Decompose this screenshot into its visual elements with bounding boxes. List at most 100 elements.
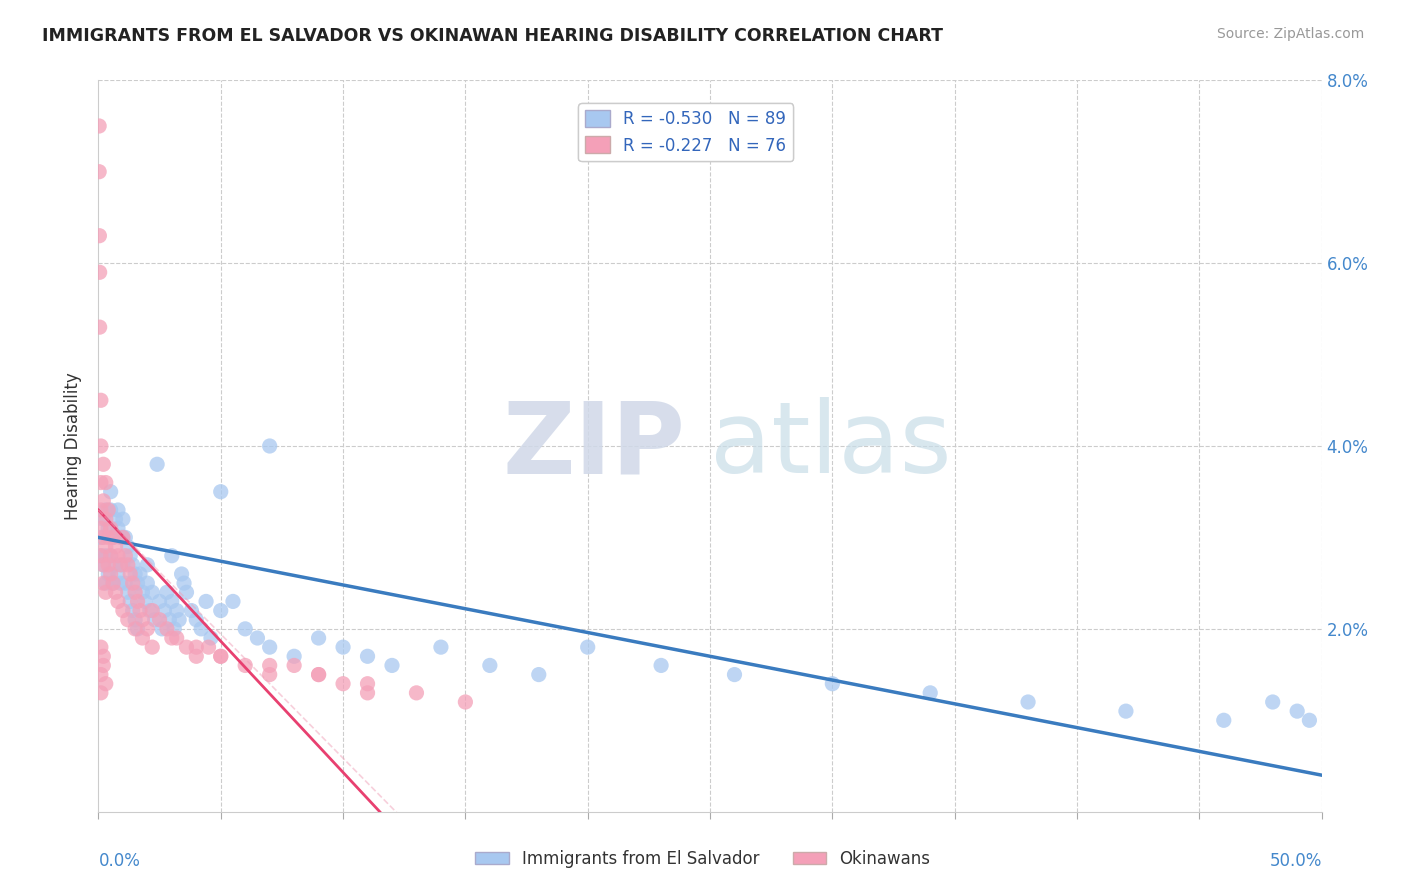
Point — [1115, 704, 1137, 718]
Point — [100, 484, 122, 499]
Legend: R = -0.530   N = 89, R = -0.227   N = 76: R = -0.530 N = 89, R = -0.227 N = 76 — [578, 103, 793, 161]
Point — [259, 658, 281, 673]
Point — [136, 576, 159, 591]
Point — [104, 540, 127, 554]
Point — [94, 549, 117, 563]
Point — [136, 622, 159, 636]
Point — [131, 613, 153, 627]
Point — [91, 458, 114, 472]
Point — [723, 667, 745, 681]
Point — [100, 567, 122, 582]
Point — [90, 686, 112, 700]
Point — [111, 530, 134, 544]
Point — [90, 393, 112, 408]
Point — [121, 576, 143, 591]
Point — [356, 676, 378, 690]
Point — [117, 585, 139, 599]
Point — [110, 576, 132, 591]
Point — [141, 640, 163, 655]
Point — [120, 549, 142, 563]
Point — [107, 521, 129, 535]
Point — [111, 603, 134, 617]
Point — [94, 503, 117, 517]
Point — [89, 164, 111, 178]
Point — [90, 549, 112, 563]
Point — [141, 603, 163, 617]
Point — [117, 540, 139, 554]
Point — [111, 530, 134, 544]
Point — [405, 686, 427, 700]
Point — [308, 631, 330, 645]
Point — [101, 530, 124, 544]
Point — [222, 594, 245, 608]
Point — [1286, 704, 1309, 718]
Point — [1261, 695, 1284, 709]
Point — [156, 585, 179, 599]
Point — [186, 649, 208, 664]
Point — [136, 558, 159, 572]
Point — [110, 558, 132, 572]
Point — [91, 576, 114, 591]
Point — [107, 594, 129, 608]
Point — [114, 576, 136, 591]
Text: ZIP: ZIP — [503, 398, 686, 494]
Point — [94, 475, 117, 490]
Point — [104, 558, 127, 572]
Point — [576, 640, 599, 655]
Point — [101, 576, 124, 591]
Point — [209, 649, 232, 664]
Point — [89, 320, 111, 334]
Point — [197, 640, 219, 655]
Point — [117, 558, 139, 572]
Point — [200, 631, 222, 645]
Point — [209, 484, 232, 499]
Point — [124, 613, 146, 627]
Point — [129, 603, 152, 617]
Point — [190, 622, 212, 636]
Point — [166, 603, 188, 617]
Point — [167, 613, 190, 627]
Point — [160, 594, 183, 608]
Point — [146, 458, 169, 472]
Point — [89, 265, 111, 279]
Point — [124, 622, 146, 636]
Point — [91, 493, 114, 508]
Text: IMMIGRANTS FROM EL SALVADOR VS OKINAWAN HEARING DISABILITY CORRELATION CHART: IMMIGRANTS FROM EL SALVADOR VS OKINAWAN … — [42, 27, 943, 45]
Text: 0.0%: 0.0% — [98, 852, 141, 870]
Point — [150, 622, 173, 636]
Point — [90, 503, 112, 517]
Point — [131, 585, 153, 599]
Point — [209, 603, 232, 617]
Point — [166, 631, 188, 645]
Point — [127, 594, 149, 608]
Point — [381, 658, 404, 673]
Point — [156, 622, 179, 636]
Point — [157, 613, 180, 627]
Point — [176, 585, 198, 599]
Point — [332, 640, 354, 655]
Point — [100, 503, 122, 517]
Point — [90, 521, 112, 535]
Point — [134, 594, 156, 608]
Point — [141, 585, 163, 599]
Point — [121, 603, 143, 617]
Point — [1017, 695, 1039, 709]
Point — [430, 640, 453, 655]
Point — [107, 567, 129, 582]
Point — [283, 649, 305, 664]
Point — [90, 549, 112, 563]
Point — [97, 567, 120, 582]
Point — [131, 631, 153, 645]
Point — [1212, 714, 1234, 728]
Point — [111, 512, 134, 526]
Point — [117, 613, 139, 627]
Point — [94, 576, 117, 591]
Point — [90, 475, 112, 490]
Point — [104, 585, 127, 599]
Point — [107, 503, 129, 517]
Point — [94, 540, 117, 554]
Point — [332, 676, 354, 690]
Point — [97, 521, 120, 535]
Point — [173, 576, 195, 591]
Point — [94, 585, 117, 599]
